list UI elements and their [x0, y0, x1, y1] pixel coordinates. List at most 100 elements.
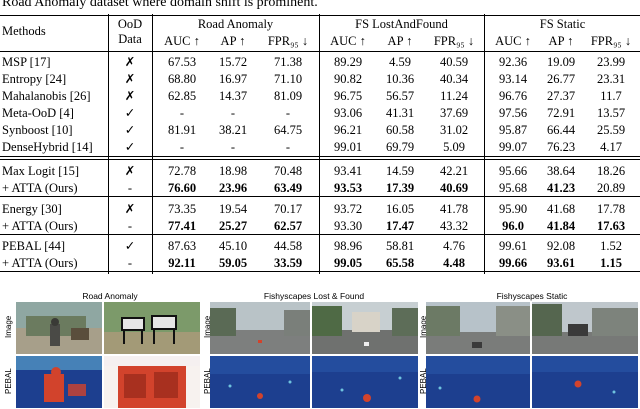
method-name: MSP [17] — [2, 55, 51, 69]
metric-header: FPR₉₅ ↓ — [267, 34, 309, 48]
fs-static-image-1 — [426, 302, 530, 354]
metric-value: 95.87 — [498, 123, 528, 137]
table-caption: Road Anomaly dataset where domain shift … — [2, 0, 318, 10]
metric-value: 56.57 — [385, 89, 415, 103]
metric-value: 98.96 — [333, 239, 363, 253]
metric-value: 18.26 — [596, 164, 626, 178]
metric-value: 95.66 — [498, 164, 528, 178]
metric-value: 89.29 — [333, 55, 363, 69]
metric-value: 65.58 — [385, 256, 415, 270]
metric-value: 38.64 — [546, 164, 576, 178]
metric-value: 31.02 — [439, 123, 469, 137]
metric-value: 66.44 — [546, 123, 576, 137]
table-row: Energy [30] ✗ 73.35 19.54 70.17 93.72 16.05 41.… — [0, 201, 640, 218]
metric-value: 41.84 — [546, 219, 576, 233]
metric-value: 70.48 — [273, 164, 303, 178]
method-name: + ATTA (Ours) — [2, 181, 78, 195]
metric-value: 59.05 — [218, 256, 248, 270]
metric-value: 99.01 — [333, 140, 363, 154]
vrule-ra — [319, 14, 320, 274]
metric-value: 11.24 — [440, 89, 468, 103]
metric-value: - — [285, 106, 291, 120]
metric-header: AP ↑ — [548, 34, 574, 48]
ood-data-marker: ✓ — [124, 106, 136, 120]
metric-value: 99.66 — [498, 256, 528, 270]
method-name: Synboost [10] — [2, 123, 73, 137]
metric-value: 33.59 — [273, 256, 303, 270]
metric-value: 92.08 — [546, 239, 576, 253]
metric-value: 43.32 — [439, 219, 469, 233]
metric-value: 73.35 — [167, 202, 197, 216]
road-anomaly-image-2 — [104, 302, 200, 354]
metric-value: 45.10 — [218, 239, 248, 253]
metric-header-row: AUC ↑ AP ↑ FPR₉₅ ↓ AUC ↑ AP ↑ FPR₉₅ ↓ AU… — [0, 33, 640, 50]
road-anomaly-image-1 — [16, 302, 102, 354]
metric-value: 4.48 — [443, 256, 465, 270]
metric-value: 62.85 — [167, 89, 197, 103]
metric-value: 27.37 — [546, 89, 576, 103]
metric-value: 76.60 — [167, 181, 197, 195]
metric-value: 71.38 — [273, 55, 303, 69]
metric-value: 40.69 — [439, 181, 469, 195]
ood-data-marker: - — [127, 219, 133, 233]
group-rule-1 — [0, 156, 640, 157]
metric-value: 19.54 — [218, 202, 248, 216]
metric-value: 17.78 — [596, 202, 626, 216]
table-row: DenseHybrid [14] ✓ - - - 99.01 69.79 5.09 99.07 7… — [0, 139, 640, 156]
method-name: Max Logit [15] — [2, 164, 80, 178]
metric-value: 63.49 — [273, 181, 303, 195]
metric-value: 26.77 — [546, 72, 576, 86]
table-row: PEBAL [44] ✓ 87.63 45.10 44.58 98.96 58.81 4.76… — [0, 238, 640, 255]
metric-value: - — [179, 140, 185, 154]
table-row: Meta-OoD [4] ✓ - - - 93.06 41.31 37.69 97.56 72.9… — [0, 105, 640, 122]
vrule-methods — [108, 14, 109, 274]
table-row: + ATTA (Ours) - 76.60 23.96 63.49 93.53 17.39 4… — [0, 180, 640, 197]
table-row: Synboost [10] ✓ 81.91 38.21 64.75 96.21 60.58 3… — [0, 122, 640, 139]
table-row: Max Logit [15] ✗ 72.78 18.98 70.48 93.41 14.59… — [0, 163, 640, 180]
metric-value: 76.23 — [546, 140, 576, 154]
metric-value: 96.76 — [498, 89, 528, 103]
metric-value: 69.79 — [385, 140, 415, 154]
ood-data-marker: ✓ — [124, 140, 136, 154]
top-rule — [0, 15, 640, 16]
fs-lostandfound-pebal-map-1 — [210, 356, 310, 408]
results-table: Methods OoD Data Road Anomaly FS LostAnd… — [0, 14, 640, 274]
metric-value: 4.59 — [389, 55, 411, 69]
metric-value: 93.53 — [333, 181, 363, 195]
table-row: + ATTA (Ours) - 92.11 59.05 33.59 99.05 65.58 4… — [0, 255, 640, 272]
metric-value: - — [230, 140, 236, 154]
method-name: PEBAL [44] — [2, 239, 66, 253]
metric-value: 96.21 — [333, 123, 363, 137]
metric-value: 99.61 — [498, 239, 528, 253]
metric-value: 23.96 — [218, 181, 248, 195]
ood-data-marker: ✗ — [124, 164, 136, 178]
metric-value: - — [179, 106, 185, 120]
metric-value: 17.63 — [596, 219, 626, 233]
metric-value: 23.31 — [596, 72, 626, 86]
vrule-fslf — [484, 14, 485, 274]
metric-value: 1.52 — [600, 239, 622, 253]
metric-value: 4.17 — [600, 140, 622, 154]
metric-value: 70.17 — [273, 202, 303, 216]
metric-value: 93.61 — [546, 256, 576, 270]
metric-value: 72.78 — [167, 164, 197, 178]
method-name: Entropy [24] — [2, 72, 67, 86]
bottom-rule — [0, 271, 640, 272]
table-row: + ATTA (Ours) - 77.41 25.27 62.57 93.30 17.47 4… — [0, 218, 640, 235]
ood-data-marker: - — [127, 256, 133, 270]
metric-value: 41.68 — [546, 202, 576, 216]
metric-value: 93.14 — [498, 72, 528, 86]
table-row: MSP [17] ✗ 67.53 15.72 71.38 89.29 4.59 40.59 92… — [0, 54, 640, 71]
metric-value: 87.63 — [167, 239, 197, 253]
ood-data-marker: ✗ — [124, 89, 136, 103]
metric-value: 67.53 — [167, 55, 197, 69]
metric-value: 40.34 — [439, 72, 469, 86]
group-rule-3 — [0, 234, 640, 235]
panel-title-fs-lostandfound: Fishyscapes Lost & Found — [263, 291, 365, 301]
metric-header: AUC ↑ — [330, 34, 366, 48]
ood-data-marker: ✓ — [124, 123, 136, 137]
group-fs-static: FS Static — [539, 17, 586, 31]
group-fs-lostandfound: FS LostAndFound — [355, 17, 448, 31]
metric-value: 60.58 — [385, 123, 415, 137]
ood-data-marker: ✓ — [124, 239, 136, 253]
